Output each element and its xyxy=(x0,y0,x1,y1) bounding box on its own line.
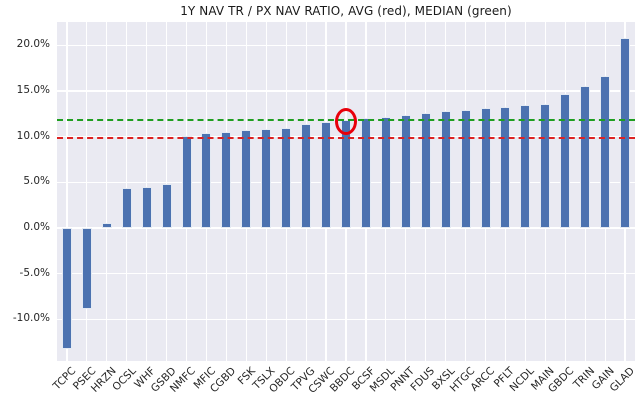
highlight-circle xyxy=(335,108,357,136)
bar-msdl xyxy=(380,116,391,229)
bar-pflt xyxy=(500,107,511,229)
bar-glad xyxy=(620,38,631,229)
v-gridline xyxy=(66,22,68,361)
bar-tslx xyxy=(261,129,272,229)
bar-arcc xyxy=(480,108,491,229)
bar-ncdl xyxy=(520,104,531,229)
bar-mfic xyxy=(201,133,212,229)
y-tick-label: -5.0% xyxy=(19,266,50,279)
v-gridline xyxy=(106,22,108,361)
bar-bcsf xyxy=(360,118,371,229)
y-tick-label: 15.0% xyxy=(16,84,50,97)
bar-tcpc xyxy=(61,228,72,349)
bar-obdc xyxy=(281,127,292,229)
bar-whf xyxy=(141,186,152,229)
chart-title: 1Y NAV TR / PX NAV RATIO, AVG (red), MED… xyxy=(180,4,512,18)
bar-bxsl xyxy=(440,111,451,229)
bar-trin xyxy=(580,86,591,229)
bar-gsbd xyxy=(161,184,172,229)
plot-area xyxy=(57,22,635,361)
y-tick-label: 10.0% xyxy=(16,129,50,142)
y-tick-label: 20.0% xyxy=(16,38,50,51)
bar-gbdc xyxy=(560,93,571,229)
bar-psec xyxy=(81,228,92,310)
bar-cgbd xyxy=(221,132,232,229)
bar-hrzn xyxy=(101,223,112,229)
y-tick-label: 5.0% xyxy=(23,175,50,188)
avg-line xyxy=(57,136,635,139)
bar-htgc xyxy=(460,110,471,229)
bar-fdus xyxy=(420,112,431,229)
y-tick-label: 0.0% xyxy=(23,221,50,234)
bar-pnnt xyxy=(400,114,411,229)
bar-ocsl xyxy=(121,187,132,229)
bar-fsk xyxy=(241,130,252,228)
v-gridline xyxy=(86,22,88,361)
bar-main xyxy=(540,103,551,228)
bar-gain xyxy=(600,76,611,229)
bar-tpvg xyxy=(301,123,312,229)
bar-cswc xyxy=(321,122,332,229)
y-tick-label: -10.0% xyxy=(12,312,50,325)
bar-nmfc xyxy=(181,135,192,229)
